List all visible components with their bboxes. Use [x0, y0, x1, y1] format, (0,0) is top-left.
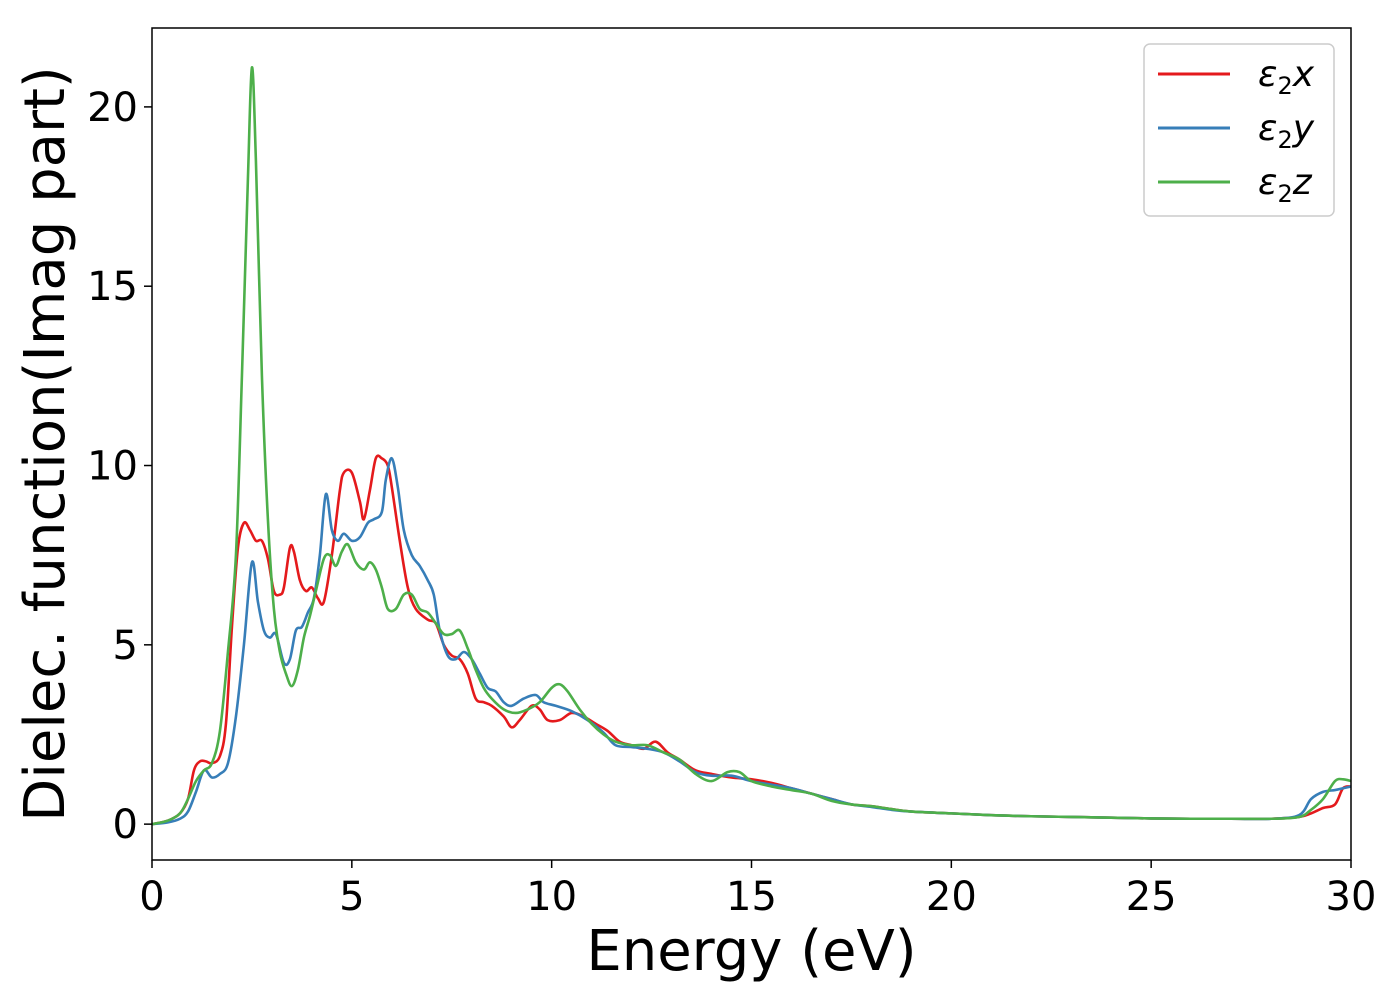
y-tick-label: 10 [87, 444, 138, 490]
y-axis-ticks: 0 5 10 15 20 [87, 85, 152, 848]
x-tick-label: 30 [1326, 874, 1377, 920]
y-tick-label: 15 [87, 264, 138, 310]
series-line-y [151, 457, 1352, 826]
legend: ε2x ε2y ε2z [1143, 43, 1335, 217]
y-tick-label: 5 [113, 623, 138, 669]
x-tick-label: 20 [926, 874, 977, 920]
x-tick-label: 0 [139, 874, 164, 920]
legend-label: ε2x [1258, 54, 1315, 100]
y-tick-label: 20 [87, 85, 138, 131]
series-layer [151, 66, 1352, 826]
x-axis-ticks: 0 5 10 15 20 25 30 [139, 860, 1376, 920]
y-tick-label: 0 [113, 802, 138, 848]
x-axis-label: Energy (eV) [586, 919, 916, 984]
legend-label: ε2z [1258, 162, 1313, 208]
legend-label: ε2y [1258, 108, 1315, 154]
legend-box [1143, 43, 1335, 217]
x-tick-label: 10 [526, 874, 577, 920]
series-line-z [151, 66, 1352, 826]
y-axis-label: Dielec. function(Imag part) [13, 66, 78, 822]
x-tick-label: 15 [726, 874, 777, 920]
series-line-x [151, 454, 1352, 826]
x-tick-label: 5 [339, 874, 364, 920]
x-tick-label: 25 [1126, 874, 1177, 920]
